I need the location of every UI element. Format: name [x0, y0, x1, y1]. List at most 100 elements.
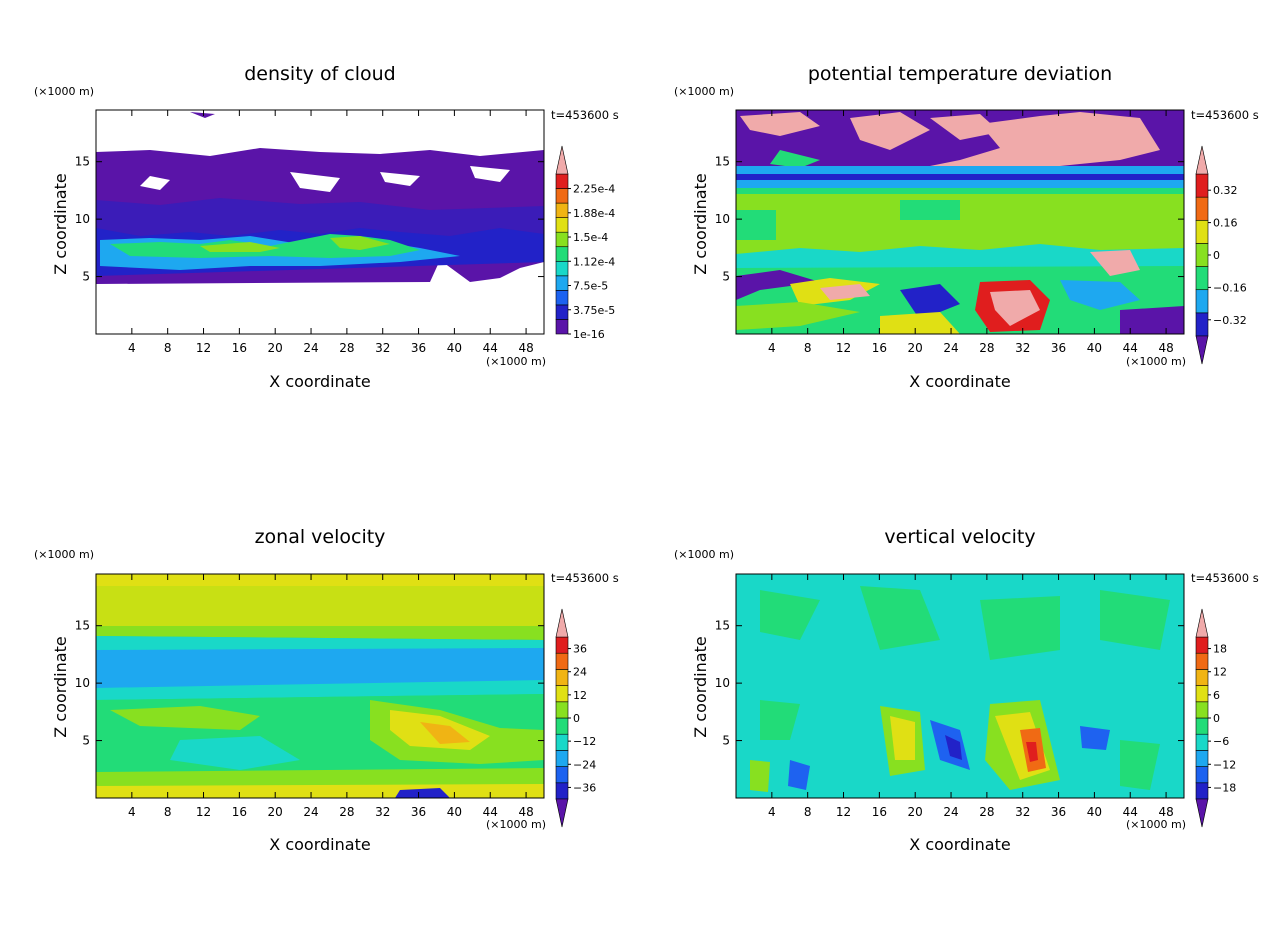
x-tick-label: 20 — [268, 805, 283, 819]
colorbar-top-triangle — [1195, 145, 1209, 175]
y-axis-label: Z coordinate — [51, 173, 70, 274]
colorbar-label: −0.16 — [1213, 281, 1247, 294]
x-tick-label: 24 — [943, 805, 958, 819]
colorbar-label: 18 — [1213, 643, 1227, 656]
panel-vertical-velocity: vertical velocity (×1000 m) t=453600 s (… — [674, 526, 1259, 854]
x-tick-label: 44 — [1123, 805, 1138, 819]
x-tick-label: 48 — [518, 805, 533, 819]
y-tick-marks: 5 10 15 — [715, 619, 1184, 748]
colorbar-label: 24 — [573, 666, 587, 679]
x-axis-label: X coordinate — [269, 835, 370, 854]
y-tick-marks: 5 10 15 — [715, 155, 1184, 284]
colorbar-label: 1.88e-4 — [573, 207, 615, 220]
colorbar-segment — [555, 260, 569, 277]
colorbar-segment — [555, 290, 569, 306]
colorbar-segment — [555, 202, 569, 218]
panel-zonal-velocity: zonal velocity (×1000 m) t=453600 s (×10… — [34, 526, 619, 854]
panel-title: density of cloud — [244, 63, 396, 85]
colorbar-segment — [1195, 766, 1209, 784]
time-label: t=453600 s — [1191, 108, 1259, 122]
y-tick-label: 10 — [75, 676, 90, 690]
x-tick-label: 16 — [872, 341, 887, 355]
colorbar-label: −6 — [1213, 735, 1229, 748]
x-tick-label: 16 — [872, 805, 887, 819]
x-tick-label: 36 — [1051, 341, 1066, 355]
x-tick-label: 12 — [836, 341, 851, 355]
colorbar-label: 1.5e-4 — [573, 231, 608, 244]
y-tick-label: 15 — [715, 155, 730, 169]
colorbar-label: 3.75e-5 — [573, 304, 615, 317]
colorbar-segment — [555, 319, 569, 335]
x-unit-label: (×1000 m) — [486, 818, 546, 831]
colorbar-segment — [555, 701, 569, 719]
x-axis-label: X coordinate — [269, 372, 370, 391]
x-tick-label: 40 — [1087, 805, 1102, 819]
x-axis-label: X coordinate — [909, 835, 1010, 854]
x-tick-label: 8 — [804, 805, 812, 819]
colorbar: −0.32 −0.16 0 0.16 0.32 — [1195, 145, 1247, 365]
x-tick-label: 36 — [1051, 805, 1066, 819]
x-tick-label: 32 — [375, 805, 390, 819]
colorbar-label: 2.25e-4 — [573, 183, 615, 196]
colorbar-segment — [555, 652, 569, 670]
colorbar-segment — [555, 685, 569, 703]
colorbar-label: 36 — [573, 643, 587, 656]
colorbar-segment — [1195, 652, 1209, 670]
colorbar-label: −18 — [1213, 781, 1236, 794]
x-tick-label: 12 — [836, 805, 851, 819]
colorbar-top-triangle — [1195, 608, 1209, 638]
x-tick-label: 16 — [232, 341, 247, 355]
theta-deviation-field — [736, 110, 1184, 334]
panel-title: vertical velocity — [884, 526, 1035, 548]
x-tick-label: 8 — [164, 341, 172, 355]
x-tick-marks: 4 8 12 16 20 24 28 32 36 40 44 48 — [128, 110, 534, 355]
colorbar-bottom-triangle — [1195, 798, 1209, 828]
x-tick-label: 44 — [483, 341, 498, 355]
colorbar-segment — [555, 717, 569, 735]
x-tick-label: 4 — [768, 805, 776, 819]
y-tick-label: 15 — [75, 619, 90, 633]
colorbar-bottom-triangle — [1195, 335, 1209, 365]
colorbar-segment — [555, 766, 569, 784]
x-tick-label: 24 — [303, 805, 318, 819]
x-tick-label: 44 — [1123, 341, 1138, 355]
colorbar-segment — [1195, 173, 1209, 198]
colorbar-label: 6 — [1213, 689, 1220, 702]
plot-frame — [735, 109, 1185, 335]
colorbar-segment — [1195, 289, 1209, 314]
y-tick-label: 15 — [715, 619, 730, 633]
colorbar-label: 0 — [573, 712, 580, 725]
colorbar-label: −12 — [1213, 758, 1236, 771]
x-tick-label: 4 — [128, 805, 136, 819]
colorbar-segment — [1195, 312, 1209, 337]
x-tick-marks: 4 8 12 16 20 24 28 32 36 40 44 48 — [128, 574, 534, 819]
x-unit-label: (×1000 m) — [1126, 355, 1186, 368]
x-tick-label: 28 — [979, 341, 994, 355]
colorbar-segment — [555, 733, 569, 751]
panel-title: potential temperature deviation — [808, 63, 1112, 85]
x-tick-label: 44 — [483, 805, 498, 819]
colorbar-segment — [555, 275, 569, 291]
panel-density-of-cloud: density of cloud (×1000 m) t=453600 s (×… — [34, 63, 619, 391]
y-unit-label: (×1000 m) — [34, 85, 94, 98]
x-tick-label: 20 — [908, 341, 923, 355]
colorbar-segment — [555, 782, 569, 800]
colorbar-label: 0 — [1213, 712, 1220, 725]
x-tick-label: 36 — [411, 805, 426, 819]
colorbar-segment — [1195, 243, 1209, 267]
x-tick-marks: 4 8 12 16 20 24 28 32 36 40 44 48 — [768, 574, 1174, 819]
colorbar-label: 1.12e-4 — [573, 255, 615, 268]
colorbar-segment — [1195, 266, 1209, 291]
x-tick-label: 12 — [196, 341, 211, 355]
colorbar-label: −0.32 — [1213, 314, 1247, 327]
x-tick-label: 32 — [1015, 805, 1030, 819]
y-axis-label: Z coordinate — [691, 636, 710, 737]
x-tick-label: 40 — [447, 805, 462, 819]
colorbar-segment — [1195, 669, 1209, 686]
colorbar-segment — [1195, 685, 1209, 703]
colorbar: −18 −12 −6 0 6 12 18 — [1195, 608, 1236, 828]
colorbar-segment — [1195, 196, 1209, 221]
colorbar-top-triangle — [555, 608, 569, 638]
colorbar-label: 12 — [1213, 666, 1227, 679]
